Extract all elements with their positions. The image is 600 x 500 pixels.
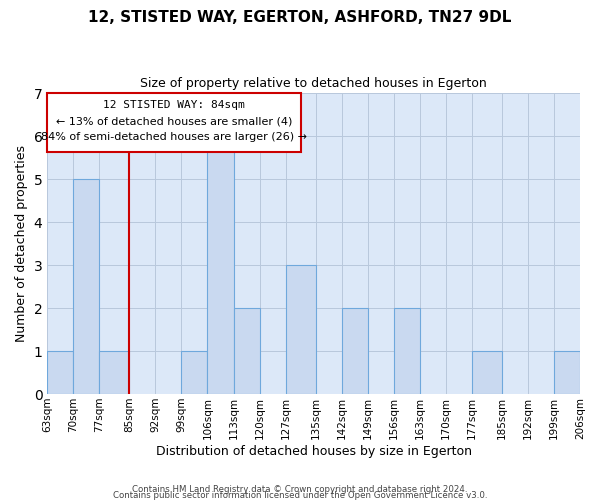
Text: ← 13% of detached houses are smaller (4): ← 13% of detached houses are smaller (4) bbox=[56, 116, 292, 126]
Bar bbox=[341, 308, 368, 394]
Bar bbox=[233, 308, 260, 394]
Y-axis label: Number of detached properties: Number of detached properties bbox=[15, 145, 28, 342]
Bar bbox=[286, 265, 316, 394]
X-axis label: Distribution of detached houses by size in Egerton: Distribution of detached houses by size … bbox=[155, 444, 472, 458]
Bar bbox=[472, 351, 502, 394]
Bar bbox=[100, 351, 129, 394]
Bar bbox=[208, 136, 233, 394]
Bar bbox=[394, 308, 420, 394]
Text: 12 STISTED WAY: 84sqm: 12 STISTED WAY: 84sqm bbox=[103, 100, 245, 110]
Bar bbox=[554, 351, 580, 394]
Text: 84% of semi-detached houses are larger (26) →: 84% of semi-detached houses are larger (… bbox=[41, 132, 307, 142]
Bar bbox=[73, 179, 100, 394]
Title: Size of property relative to detached houses in Egerton: Size of property relative to detached ho… bbox=[140, 78, 487, 90]
Bar bbox=[47, 351, 73, 394]
Text: Contains public sector information licensed under the Open Government Licence v3: Contains public sector information licen… bbox=[113, 490, 487, 500]
Bar bbox=[181, 351, 208, 394]
Text: Contains HM Land Registry data © Crown copyright and database right 2024.: Contains HM Land Registry data © Crown c… bbox=[132, 484, 468, 494]
Text: 12, STISTED WAY, EGERTON, ASHFORD, TN27 9DL: 12, STISTED WAY, EGERTON, ASHFORD, TN27 … bbox=[88, 10, 512, 25]
FancyBboxPatch shape bbox=[47, 93, 301, 152]
